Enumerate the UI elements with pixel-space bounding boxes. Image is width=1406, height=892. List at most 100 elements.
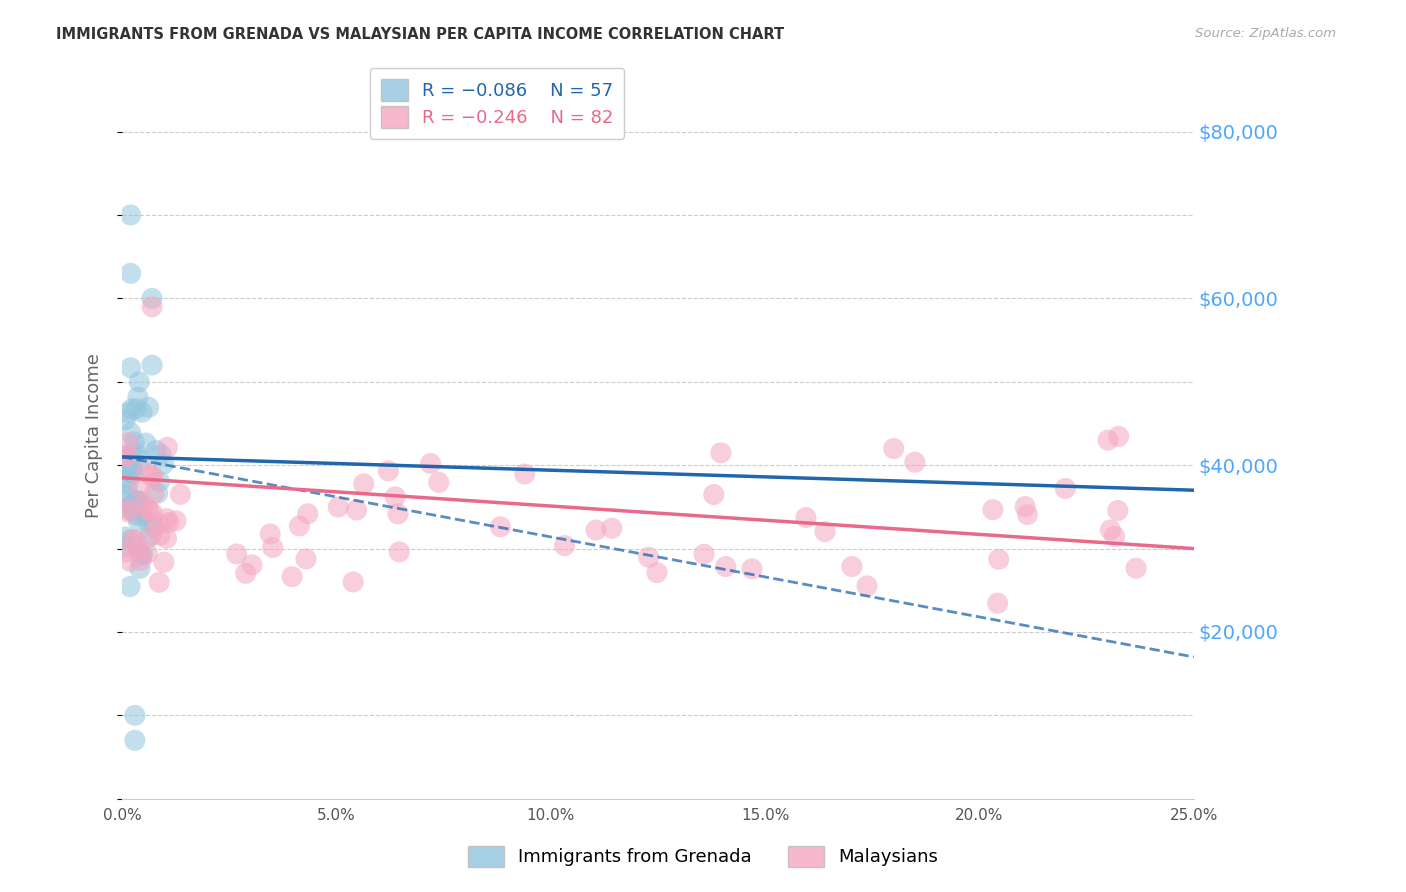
Point	[131, 405, 153, 419]
Point	[645, 566, 668, 580]
Point	[145, 443, 167, 458]
Point	[342, 574, 364, 589]
Point	[353, 476, 375, 491]
Point	[240, 558, 263, 572]
Point	[125, 533, 148, 548]
Point	[117, 452, 139, 467]
Point	[124, 708, 146, 723]
Point	[1108, 429, 1130, 443]
Point	[1054, 482, 1077, 496]
Point	[841, 559, 863, 574]
Point	[156, 511, 179, 525]
Point	[295, 552, 318, 566]
Point	[1017, 508, 1039, 522]
Point	[693, 547, 716, 561]
Point	[120, 425, 142, 440]
Point	[135, 436, 157, 450]
Point	[585, 523, 607, 537]
Point	[136, 501, 159, 516]
Point	[138, 504, 160, 518]
Point	[121, 533, 143, 547]
Point	[127, 390, 149, 404]
Point	[124, 434, 146, 449]
Point	[114, 413, 136, 427]
Point	[118, 554, 141, 568]
Point	[427, 475, 450, 490]
Point	[135, 465, 157, 479]
Point	[262, 541, 284, 555]
Point	[115, 448, 138, 462]
Point	[165, 514, 187, 528]
Point	[904, 455, 927, 469]
Point	[1014, 500, 1036, 514]
Point	[117, 477, 139, 491]
Point	[118, 533, 141, 548]
Point	[118, 505, 141, 519]
Point	[131, 508, 153, 523]
Point	[150, 448, 173, 462]
Point	[115, 501, 138, 516]
Point	[117, 435, 139, 450]
Point	[714, 559, 737, 574]
Point	[114, 530, 136, 544]
Point	[118, 580, 141, 594]
Point	[225, 547, 247, 561]
Point	[120, 360, 142, 375]
Point	[387, 507, 409, 521]
Point	[346, 503, 368, 517]
Point	[814, 524, 837, 539]
Point	[115, 450, 138, 465]
Point	[710, 446, 733, 460]
Point	[124, 733, 146, 747]
Text: IMMIGRANTS FROM GRENADA VS MALAYSIAN PER CAPITA INCOME CORRELATION CHART: IMMIGRANTS FROM GRENADA VS MALAYSIAN PER…	[56, 27, 785, 42]
Point	[281, 569, 304, 583]
Point	[981, 502, 1004, 516]
Point	[128, 375, 150, 389]
Point	[138, 401, 160, 415]
Point	[125, 401, 148, 416]
Point	[156, 440, 179, 454]
Point	[987, 596, 1010, 610]
Point	[128, 493, 150, 508]
Point	[146, 486, 169, 500]
Point	[120, 208, 142, 222]
Point	[554, 539, 576, 553]
Point	[794, 510, 817, 524]
Point	[121, 501, 143, 516]
Point	[157, 516, 180, 530]
Point	[121, 499, 143, 513]
Point	[513, 467, 536, 481]
Point	[142, 470, 165, 484]
Point	[141, 358, 163, 372]
Point	[115, 540, 138, 554]
Point	[169, 487, 191, 501]
Point	[153, 457, 176, 471]
Point	[117, 460, 139, 475]
Text: Source: ZipAtlas.com: Source: ZipAtlas.com	[1195, 27, 1336, 40]
Point	[297, 507, 319, 521]
Point	[1104, 529, 1126, 543]
Point	[288, 519, 311, 533]
Point	[148, 475, 170, 489]
Point	[122, 467, 145, 481]
Point	[114, 487, 136, 501]
Point	[703, 487, 725, 501]
Point	[149, 528, 172, 542]
Point	[987, 552, 1010, 566]
Point	[118, 465, 141, 479]
Point	[377, 464, 399, 478]
Point	[1097, 433, 1119, 447]
Point	[128, 561, 150, 575]
Point	[120, 463, 142, 477]
Point	[235, 566, 257, 581]
Point	[127, 499, 149, 513]
Point	[127, 494, 149, 508]
Point	[118, 500, 141, 514]
Point	[128, 481, 150, 495]
Point	[117, 406, 139, 420]
Point	[141, 300, 163, 314]
Y-axis label: Per Capita Income: Per Capita Income	[86, 353, 103, 518]
Point	[328, 500, 350, 514]
Point	[148, 516, 170, 531]
Point	[141, 292, 163, 306]
